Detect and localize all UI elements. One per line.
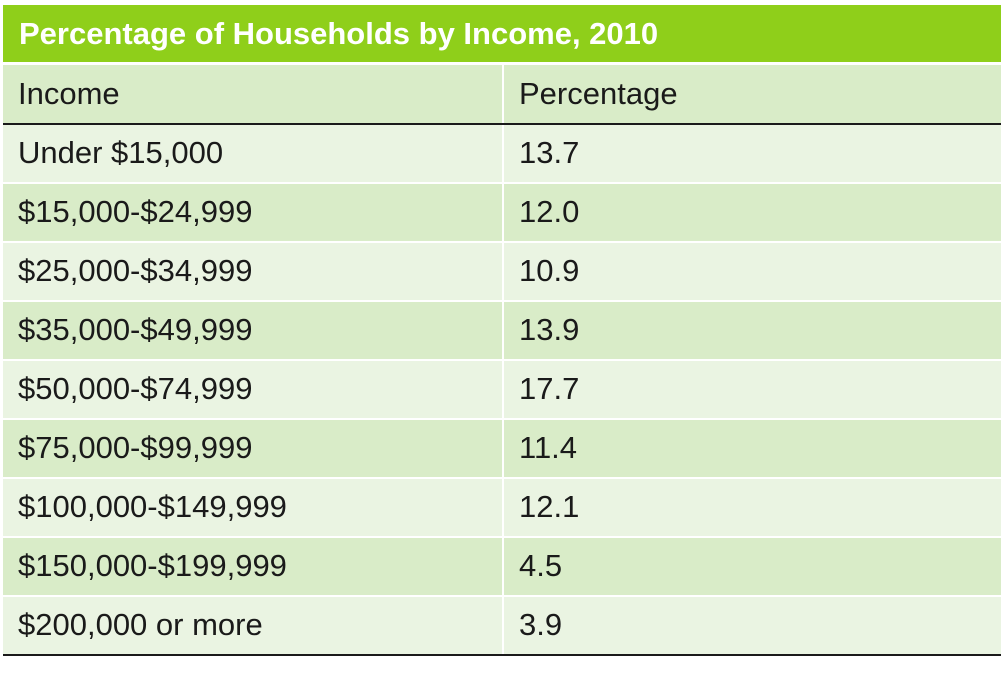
table-row: $15,000-$24,999 12.0 xyxy=(3,181,1001,242)
income-cell: $35,000-$49,999 xyxy=(3,299,503,360)
table-row: $100,000-$149,999 12.1 xyxy=(3,476,1001,537)
percentage-cell: 13.9 xyxy=(502,299,1001,360)
percentage-cell: 4.5 xyxy=(502,535,1001,596)
percentage-cell: 17.7 xyxy=(502,358,1001,419)
table-row: $35,000-$49,999 13.9 xyxy=(3,299,1001,360)
income-cell: $25,000-$34,999 xyxy=(3,240,503,301)
table-row: $200,000 or more 3.9 xyxy=(3,594,1001,656)
percentage-cell: 12.1 xyxy=(502,476,1001,537)
income-cell: $150,000-$199,999 xyxy=(3,535,503,596)
income-cell: $50,000-$74,999 xyxy=(3,358,503,419)
table-body: Under $15,000 13.7 $15,000-$24,999 12.0 $25,… xyxy=(3,122,1001,656)
income-cell: $200,000 or more xyxy=(3,594,503,656)
income-table: Income Percentage Under $15,000 13.7 $15,0… xyxy=(3,62,1001,656)
header-row: Income Percentage xyxy=(3,62,1001,125)
table-row: $75,000-$99,999 11.4 xyxy=(3,417,1001,478)
income-table-container: Percentage of Households by Income, 2010… xyxy=(3,5,1001,656)
income-cell: $15,000-$24,999 xyxy=(3,181,503,242)
percentage-cell: 3.9 xyxy=(502,594,1001,656)
table-row: Under $15,000 13.7 xyxy=(3,122,1001,183)
table-title: Percentage of Households by Income, 2010 xyxy=(3,5,1001,62)
income-cell: Under $15,000 xyxy=(3,122,503,183)
income-cell: $75,000-$99,999 xyxy=(3,417,503,478)
column-header-percentage: Percentage xyxy=(502,62,1001,125)
percentage-cell: 13.7 xyxy=(502,122,1001,183)
percentage-cell: 11.4 xyxy=(502,417,1001,478)
table-row: $25,000-$34,999 10.9 xyxy=(3,240,1001,301)
percentage-cell: 12.0 xyxy=(502,181,1001,242)
table-row: $50,000-$74,999 17.7 xyxy=(3,358,1001,419)
table-row: $150,000-$199,999 4.5 xyxy=(3,535,1001,596)
table-header: Income Percentage xyxy=(3,62,1001,125)
percentage-cell: 10.9 xyxy=(502,240,1001,301)
income-cell: $100,000-$149,999 xyxy=(3,476,503,537)
column-header-income: Income xyxy=(3,62,503,125)
